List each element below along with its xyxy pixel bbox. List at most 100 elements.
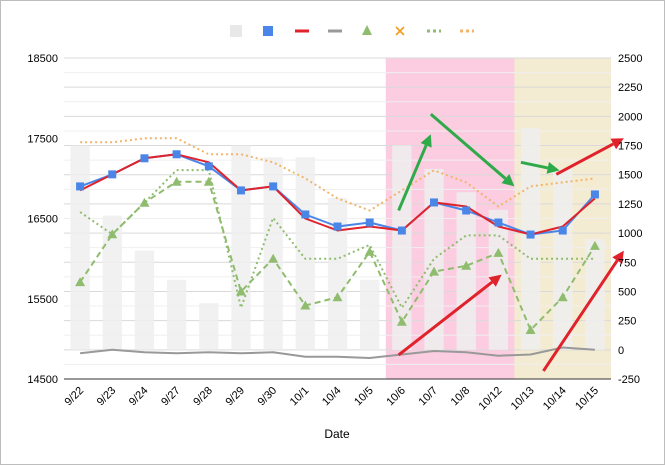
y-right-tick-label: -250 bbox=[618, 374, 640, 386]
bar-10-8 bbox=[456, 192, 476, 350]
legend-swatch-5 bbox=[362, 25, 372, 35]
square-marker bbox=[204, 162, 213, 171]
square-marker bbox=[108, 170, 117, 179]
y-right-tick-label: 2000 bbox=[618, 111, 642, 123]
bar-9-24 bbox=[134, 250, 155, 350]
x-tick-label: 10/12 bbox=[477, 385, 505, 413]
triangle-marker bbox=[332, 292, 343, 302]
triangle-marker bbox=[589, 240, 600, 250]
triangle-marker bbox=[171, 176, 182, 186]
square-marker bbox=[526, 230, 535, 239]
y-right-tick-label: 250 bbox=[618, 316, 636, 328]
triangle-marker bbox=[396, 316, 407, 326]
square-marker bbox=[365, 218, 374, 227]
square-marker bbox=[76, 182, 85, 191]
legend-swatch-6 bbox=[395, 26, 405, 36]
bar-9-22 bbox=[70, 145, 90, 350]
triangle-marker bbox=[461, 260, 472, 270]
x-tick-label: 10/4 bbox=[320, 385, 344, 409]
y-right-tick-label: 500 bbox=[618, 286, 636, 298]
trend-arrow-4 bbox=[520, 160, 549, 170]
bar-10-6 bbox=[392, 145, 412, 350]
trend-arrow-2 bbox=[397, 144, 428, 212]
bar-10-7 bbox=[424, 168, 444, 350]
x-tick-label: 9/28 bbox=[191, 385, 215, 409]
trend-arrowhead-2 bbox=[420, 134, 432, 148]
trend-arrowhead-3 bbox=[501, 174, 515, 187]
triangle-marker bbox=[557, 292, 568, 302]
triangle-marker bbox=[364, 246, 375, 256]
y-left-tick-label: 15500 bbox=[27, 294, 58, 306]
square-marker bbox=[590, 190, 599, 199]
triangle-marker bbox=[493, 247, 504, 257]
y-right-tick-label: 1000 bbox=[618, 228, 642, 240]
triangle-marker bbox=[300, 300, 311, 310]
triangle-marker bbox=[203, 176, 214, 186]
trend-arrowhead-5 bbox=[612, 250, 624, 264]
x-tick-label: 10/1 bbox=[288, 385, 312, 409]
x-tick-label: 10/7 bbox=[417, 385, 441, 409]
x-tick-label: 9/29 bbox=[223, 385, 247, 409]
x-tick-label: 10/6 bbox=[384, 385, 408, 409]
x-tick-label: 9/30 bbox=[256, 385, 280, 409]
bar-10-5 bbox=[360, 279, 380, 350]
trend-arrow-1 bbox=[397, 280, 494, 357]
y-right-tick-label: 2250 bbox=[618, 82, 642, 94]
trend-arrowhead-4 bbox=[546, 162, 560, 174]
triangle-marker bbox=[75, 277, 86, 287]
bar-9-29 bbox=[231, 145, 251, 350]
triangle-marker bbox=[525, 324, 536, 334]
triangle-marker bbox=[139, 197, 150, 207]
y-right-tick-label: 750 bbox=[618, 257, 636, 269]
x-tick-label: 9/27 bbox=[159, 385, 183, 409]
y-right-tick-label: 2500 bbox=[618, 53, 642, 65]
y-left-tick-label: 14500 bbox=[27, 374, 58, 386]
bar-9-23 bbox=[102, 215, 122, 350]
x-tick-label: 10/5 bbox=[352, 385, 376, 409]
bar-10-4 bbox=[327, 198, 348, 350]
legend-swatch-1 bbox=[230, 25, 242, 37]
square-marker bbox=[558, 226, 567, 235]
y-right-tick-label: 0 bbox=[618, 345, 624, 357]
series-line-4 bbox=[79, 346, 595, 359]
triangle-marker bbox=[235, 286, 246, 296]
square-marker bbox=[172, 150, 181, 159]
trend-arrow-3 bbox=[429, 113, 507, 180]
trend-arrow-5 bbox=[542, 259, 619, 372]
bar-9-28 bbox=[199, 303, 219, 350]
x-tick-label: 10/14 bbox=[541, 385, 569, 413]
square-marker bbox=[430, 198, 439, 207]
bar-10-1 bbox=[295, 157, 315, 350]
bar-9-30 bbox=[263, 157, 283, 350]
bar-10-13 bbox=[520, 128, 541, 350]
y-left-tick-label: 16500 bbox=[27, 214, 58, 226]
x-tick-label: 9/23 bbox=[95, 385, 119, 409]
trend-arrowhead-6 bbox=[610, 138, 624, 150]
square-marker bbox=[301, 210, 310, 219]
y-right-tick-label: 1750 bbox=[618, 141, 642, 153]
bar-9-27 bbox=[166, 279, 187, 350]
square-marker bbox=[269, 182, 278, 191]
x-tick-label: 10/8 bbox=[449, 385, 473, 409]
series-line-8 bbox=[80, 137, 596, 212]
legend-swatch-2 bbox=[263, 26, 273, 36]
y-left-tick-label: 17500 bbox=[27, 133, 58, 145]
y-right-tick-label: 1500 bbox=[618, 170, 642, 182]
y-left-tick-label: 18500 bbox=[27, 53, 58, 65]
trend-arrowhead-1 bbox=[488, 274, 502, 287]
x-tick-label: 10/13 bbox=[509, 385, 537, 413]
trend-arrow-6 bbox=[555, 142, 614, 176]
square-marker bbox=[397, 226, 406, 235]
x-tick-label: 9/24 bbox=[127, 385, 151, 409]
square-marker bbox=[494, 218, 503, 227]
triangle-marker bbox=[268, 253, 279, 263]
triangle-marker bbox=[429, 266, 440, 276]
square-marker bbox=[236, 186, 245, 195]
triangle-marker bbox=[107, 229, 118, 239]
square-marker bbox=[140, 154, 149, 163]
x-tick-label: 10/15 bbox=[573, 385, 601, 413]
x-tick-label: 9/22 bbox=[63, 385, 87, 409]
y-right-tick-label: 1250 bbox=[618, 199, 642, 211]
